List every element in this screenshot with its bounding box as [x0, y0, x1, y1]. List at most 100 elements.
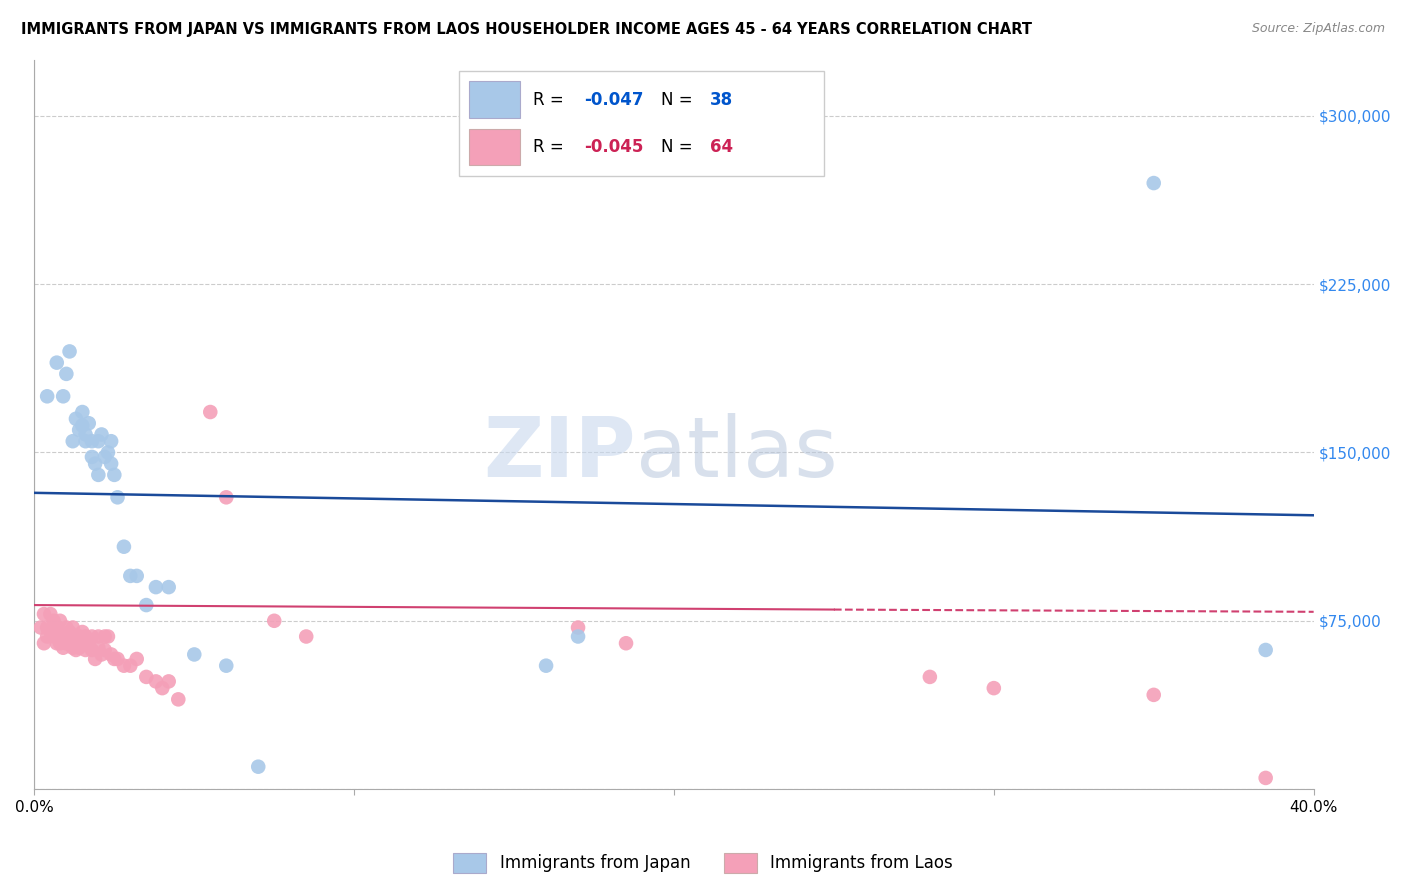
Legend: Immigrants from Japan, Immigrants from Laos: Immigrants from Japan, Immigrants from L…	[446, 847, 960, 880]
Point	[32, 607, 55, 621]
Point	[87, 640, 110, 655]
Text: Source: ZipAtlas.com: Source: ZipAtlas.com	[1251, 22, 1385, 36]
Point	[58, 344, 80, 359]
Point	[77, 636, 100, 650]
Point	[107, 652, 129, 666]
Point	[32, 636, 55, 650]
Point	[100, 648, 122, 662]
Point	[84, 457, 107, 471]
Point	[103, 467, 125, 482]
Point	[67, 423, 90, 437]
Text: R =: R =	[533, 91, 569, 109]
Point	[135, 670, 157, 684]
Point	[100, 457, 122, 471]
Point	[42, 630, 65, 644]
Text: IMMIGRANTS FROM JAPAN VS IMMIGRANTS FROM LAOS HOUSEHOLDER INCOME AGES 45 - 64 YE: IMMIGRANTS FROM JAPAN VS IMMIGRANTS FROM…	[21, 22, 1032, 37]
Point	[75, 434, 97, 449]
Point	[80, 630, 103, 644]
Point	[45, 620, 67, 634]
Point	[93, 630, 115, 644]
Point	[157, 674, 180, 689]
Point	[120, 658, 142, 673]
Point	[72, 636, 94, 650]
FancyBboxPatch shape	[470, 129, 520, 165]
Text: R =: R =	[533, 138, 569, 156]
Point	[52, 640, 75, 655]
Point	[614, 636, 637, 650]
Point	[58, 636, 80, 650]
Point	[72, 405, 94, 419]
Point	[90, 648, 112, 662]
Point	[45, 356, 67, 370]
Point	[1143, 688, 1166, 702]
Point	[93, 450, 115, 464]
Point	[62, 434, 84, 449]
Point	[80, 450, 103, 464]
Point	[45, 630, 67, 644]
Point	[567, 620, 589, 634]
Point	[65, 411, 87, 425]
Point	[55, 636, 77, 650]
Point	[55, 367, 77, 381]
Point	[87, 630, 110, 644]
Point	[183, 648, 205, 662]
Point	[49, 636, 72, 650]
Point	[80, 434, 103, 449]
Point	[247, 760, 270, 774]
Point	[983, 681, 1005, 695]
Point	[97, 630, 120, 644]
Point	[67, 640, 90, 655]
Point	[67, 630, 90, 644]
Point	[52, 389, 75, 403]
Text: 64: 64	[710, 138, 733, 156]
Point	[62, 620, 84, 634]
Point	[167, 692, 190, 706]
Point	[125, 652, 148, 666]
Point	[150, 681, 173, 695]
Point	[200, 405, 222, 419]
Point	[37, 620, 59, 634]
Point	[120, 569, 142, 583]
Point	[112, 658, 135, 673]
Point	[1254, 771, 1277, 785]
Text: atlas: atlas	[636, 413, 838, 494]
Point	[145, 674, 167, 689]
Point	[37, 630, 59, 644]
Text: N =: N =	[661, 91, 699, 109]
Point	[145, 580, 167, 594]
Text: ZIP: ZIP	[484, 413, 636, 494]
Point	[157, 580, 180, 594]
Point	[37, 389, 59, 403]
Point	[39, 607, 62, 621]
Point	[65, 630, 87, 644]
Point	[125, 569, 148, 583]
Point	[75, 630, 97, 644]
FancyBboxPatch shape	[470, 81, 520, 118]
Point	[39, 625, 62, 640]
Point	[62, 630, 84, 644]
Point	[1254, 643, 1277, 657]
Point	[215, 658, 238, 673]
Point	[112, 540, 135, 554]
Point	[918, 670, 941, 684]
Point	[55, 620, 77, 634]
Point	[534, 658, 557, 673]
Point	[42, 620, 65, 634]
Point	[87, 434, 110, 449]
Point	[49, 625, 72, 640]
Point	[42, 614, 65, 628]
Point	[45, 636, 67, 650]
FancyBboxPatch shape	[460, 70, 824, 177]
Point	[75, 427, 97, 442]
Text: 38: 38	[710, 91, 733, 109]
Point	[93, 643, 115, 657]
Point	[75, 643, 97, 657]
Point	[77, 416, 100, 430]
Text: -0.045: -0.045	[585, 138, 644, 156]
Point	[87, 467, 110, 482]
Point	[215, 491, 238, 505]
Point	[135, 598, 157, 612]
Point	[1143, 176, 1166, 190]
Point	[30, 620, 52, 634]
Point	[97, 445, 120, 459]
